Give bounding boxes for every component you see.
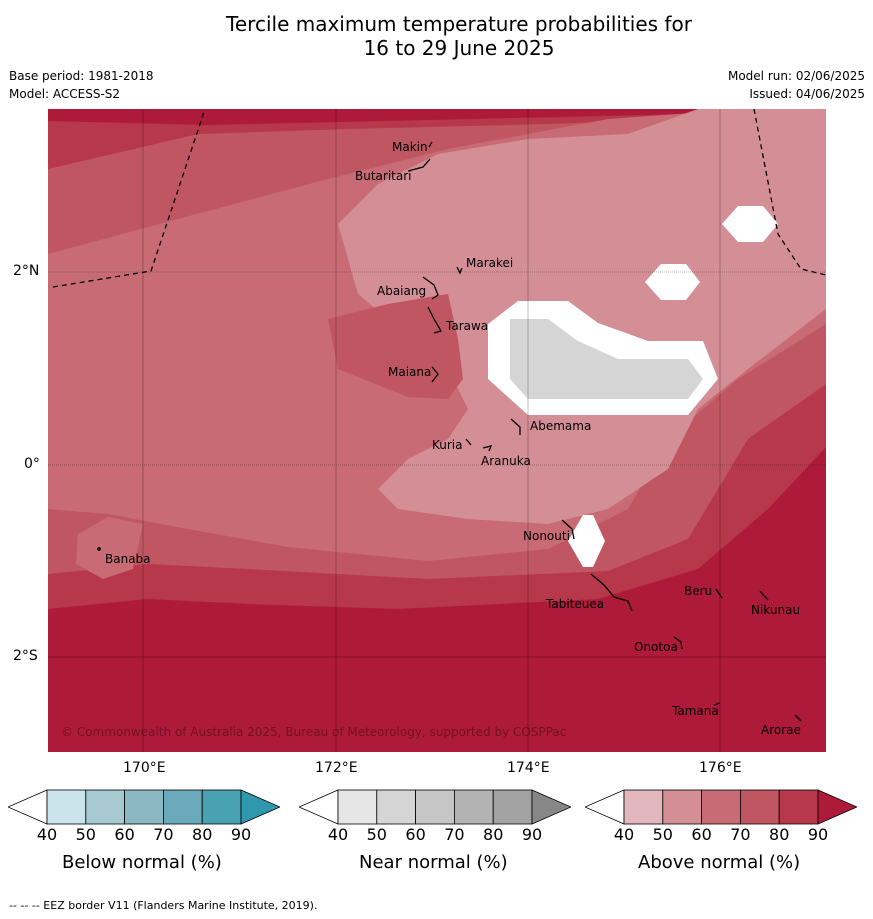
y-tick-2n: 2°N [13, 263, 40, 279]
title-line-2: 16 to 29 June 2025 [363, 36, 555, 60]
x-tick-174e: 174°E [507, 760, 550, 776]
colorbar-segment [778, 789, 819, 825]
place-nonouti: Nonouti [523, 529, 570, 543]
colorbar-tick-label: 80 [769, 825, 789, 842]
colorbar-tick-label: 70 [444, 825, 464, 842]
colorbar-segment [492, 789, 533, 825]
colorbar-tick-label: 40 [614, 825, 634, 842]
map-title: Tercile maximum temperature probabilitie… [0, 12, 873, 60]
colorbar-above-label: Above normal (%) [638, 852, 801, 873]
place-butaritari: Butaritari [355, 169, 412, 183]
colorbar-tick-label: 40 [328, 825, 348, 842]
probability-map: Makin Butaritari Marakei Abaiang Tarawa … [48, 109, 826, 752]
place-labels: Makin Butaritari Marakei Abaiang Tarawa … [105, 140, 801, 737]
colorbar-below-label: Below normal (%) [62, 852, 222, 873]
copyright-notice: © Commonwealth of Australia 2025, Bureau… [61, 725, 566, 739]
place-abemama: Abemama [530, 419, 591, 433]
colorbar-segment [376, 789, 417, 825]
colorbar-tick-label: 70 [730, 825, 750, 842]
colorbar-tick-label: 40 [37, 825, 57, 842]
y-tick-0: 0° [24, 456, 40, 472]
place-makin: Makin [392, 140, 428, 154]
colorbar-segment [337, 789, 378, 825]
place-banaba: Banaba [105, 552, 151, 566]
model-run: Model run: 02/06/2025 [727, 69, 865, 83]
colorbar-extend-low [585, 789, 625, 825]
colorbar-extend-low [299, 789, 339, 825]
meta-right: Model run: 02/06/2025 Issued: 04/06/2025 [728, 67, 865, 103]
colorbar-segment [701, 789, 741, 825]
colorbar-segment [162, 789, 203, 825]
band-70-inner [328, 294, 463, 399]
colorbar-segment [46, 789, 87, 825]
colorbar-segment [124, 789, 164, 825]
eez-border [52, 109, 826, 288]
colorbar-tick-label: 90 [522, 825, 542, 842]
band-60-west [76, 517, 143, 579]
place-onotoa: Onotoa [634, 640, 678, 654]
colorbar-extend-low [8, 789, 48, 825]
place-tamana: Tamana [671, 704, 719, 718]
colorbar-segment [453, 789, 494, 825]
white-patch-east [722, 206, 778, 242]
colorbar-near-label: Near normal (%) [359, 852, 508, 873]
colorbar-below: 40 50 60 70 80 90 [8, 789, 280, 842]
place-tarawa: Tarawa [445, 319, 488, 333]
place-arorae: Arorae [761, 723, 801, 737]
colorbar-tick-label: 50 [653, 825, 673, 842]
colorbar-tick-label: 50 [367, 825, 387, 842]
colorbar-segment [415, 789, 455, 825]
x-tick-176e: 176°E [699, 760, 742, 776]
band-60-inner [146, 413, 408, 469]
place-abaiang: Abaiang [377, 284, 426, 298]
islands [97, 141, 802, 722]
y-tick-2s: 2°S [13, 648, 38, 664]
place-marakei: Marakei [466, 256, 513, 270]
colorbar-tick-label: 80 [192, 825, 212, 842]
x-tick-172e: 172°E [315, 760, 358, 776]
model-name: Model: ACCESS-S2 [9, 87, 121, 101]
x-tick-170e: 170°E [123, 760, 166, 776]
place-nikunau: Nikunau [751, 603, 800, 617]
place-tabiteuea: Tabiteuea [545, 597, 604, 611]
white-patch-center [645, 264, 700, 300]
meta-left: Base period: 1981-2018 Model: ACCESS-S2 [9, 67, 154, 103]
colorbar-extend-high [531, 789, 571, 825]
colorbar-tick-label: 70 [153, 825, 173, 842]
place-beru: Beru [684, 584, 712, 598]
gridlines [48, 109, 826, 752]
colorbar-extend-high [240, 789, 280, 825]
base-period: Base period: 1981-2018 [9, 69, 154, 83]
colorbar-tick-label: 60 [114, 825, 134, 842]
colorbar-near: 40 50 60 70 80 90 [299, 789, 571, 842]
colorbar-segment [85, 789, 126, 825]
colorbar-tick-label: 80 [483, 825, 503, 842]
place-aranuka: Aranuka [481, 454, 531, 468]
near-normal-grey [510, 319, 703, 399]
colorbar-above: 40 50 60 70 80 90 [585, 789, 857, 842]
colorbar-segment [739, 789, 780, 825]
colorbar-segment [201, 789, 242, 825]
white-patch-south [568, 515, 605, 567]
colorbar-segment [662, 789, 703, 825]
colorbar-tick-label: 50 [76, 825, 96, 842]
place-maiana: Maiana [388, 365, 431, 379]
colorbar-tick-label: 90 [231, 825, 251, 842]
colorbar-tick-label: 60 [691, 825, 711, 842]
colorbar-tick-label: 90 [808, 825, 828, 842]
colorbar-extend-high [817, 789, 857, 825]
title-line-1: Tercile maximum temperature probabilitie… [226, 12, 692, 36]
issued-date: Issued: 04/06/2025 [749, 87, 865, 101]
colorbar-tick-label: 60 [405, 825, 425, 842]
place-kuria: Kuria [432, 438, 463, 452]
eez-footnote: -- -- -- EEZ border V11 (Flanders Marine… [9, 899, 318, 912]
colorbar-segment [623, 789, 664, 825]
